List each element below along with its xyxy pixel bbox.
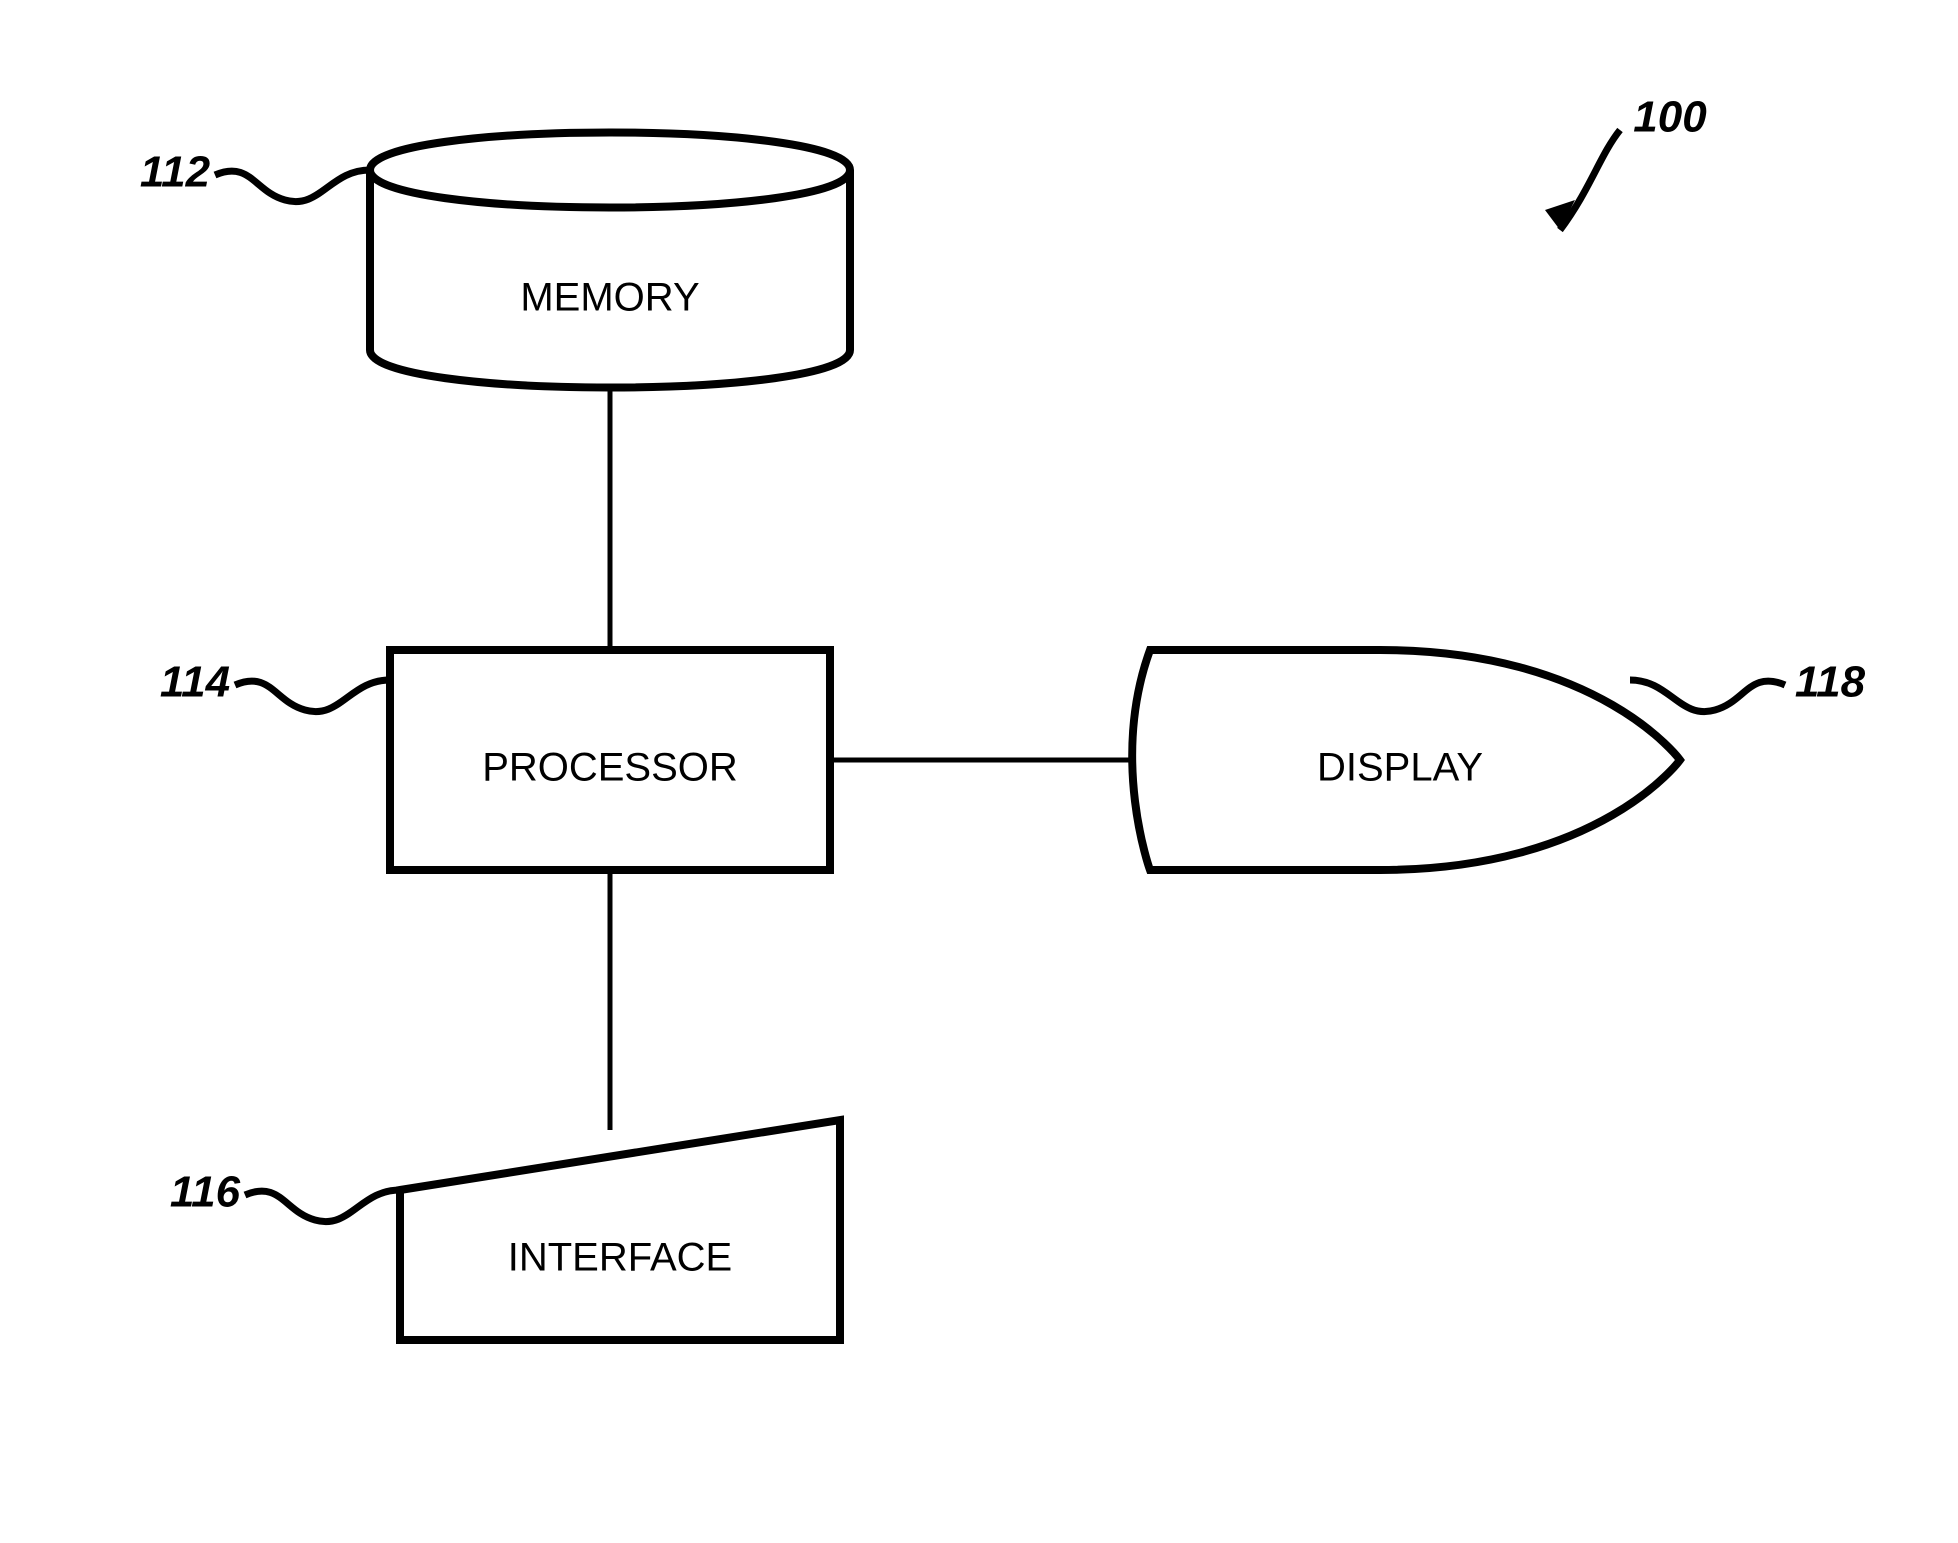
ref-112-squiggle — [215, 170, 370, 202]
ref-114-squiggle — [235, 680, 390, 712]
interface-trapezoid — [400, 1120, 840, 1340]
ref-118-squiggle — [1630, 680, 1785, 712]
ref-116: 116 — [170, 1168, 241, 1217]
display-node: DISPLAY — [1132, 650, 1680, 870]
ref-112: 112 — [140, 148, 211, 197]
ref-118: 118 — [1795, 658, 1866, 707]
system-block-diagram: MEMORY PROCESSOR INTERFACE DISPLAY 112 1… — [0, 0, 1958, 1543]
memory-node: MEMORY — [370, 133, 850, 388]
ref-114: 114 — [160, 658, 230, 707]
ref-100-leader — [1560, 130, 1620, 230]
processor-label: PROCESSOR — [482, 746, 738, 790]
interface-node: INTERFACE — [400, 1120, 840, 1340]
display-label: DISPLAY — [1317, 746, 1483, 790]
memory-label: MEMORY — [520, 276, 699, 320]
interface-label: INTERFACE — [508, 1236, 732, 1280]
memory-cylinder — [370, 133, 850, 388]
ref-100: 100 — [1633, 93, 1707, 142]
ref-116-squiggle — [245, 1190, 400, 1222]
processor-node: PROCESSOR — [390, 650, 830, 870]
